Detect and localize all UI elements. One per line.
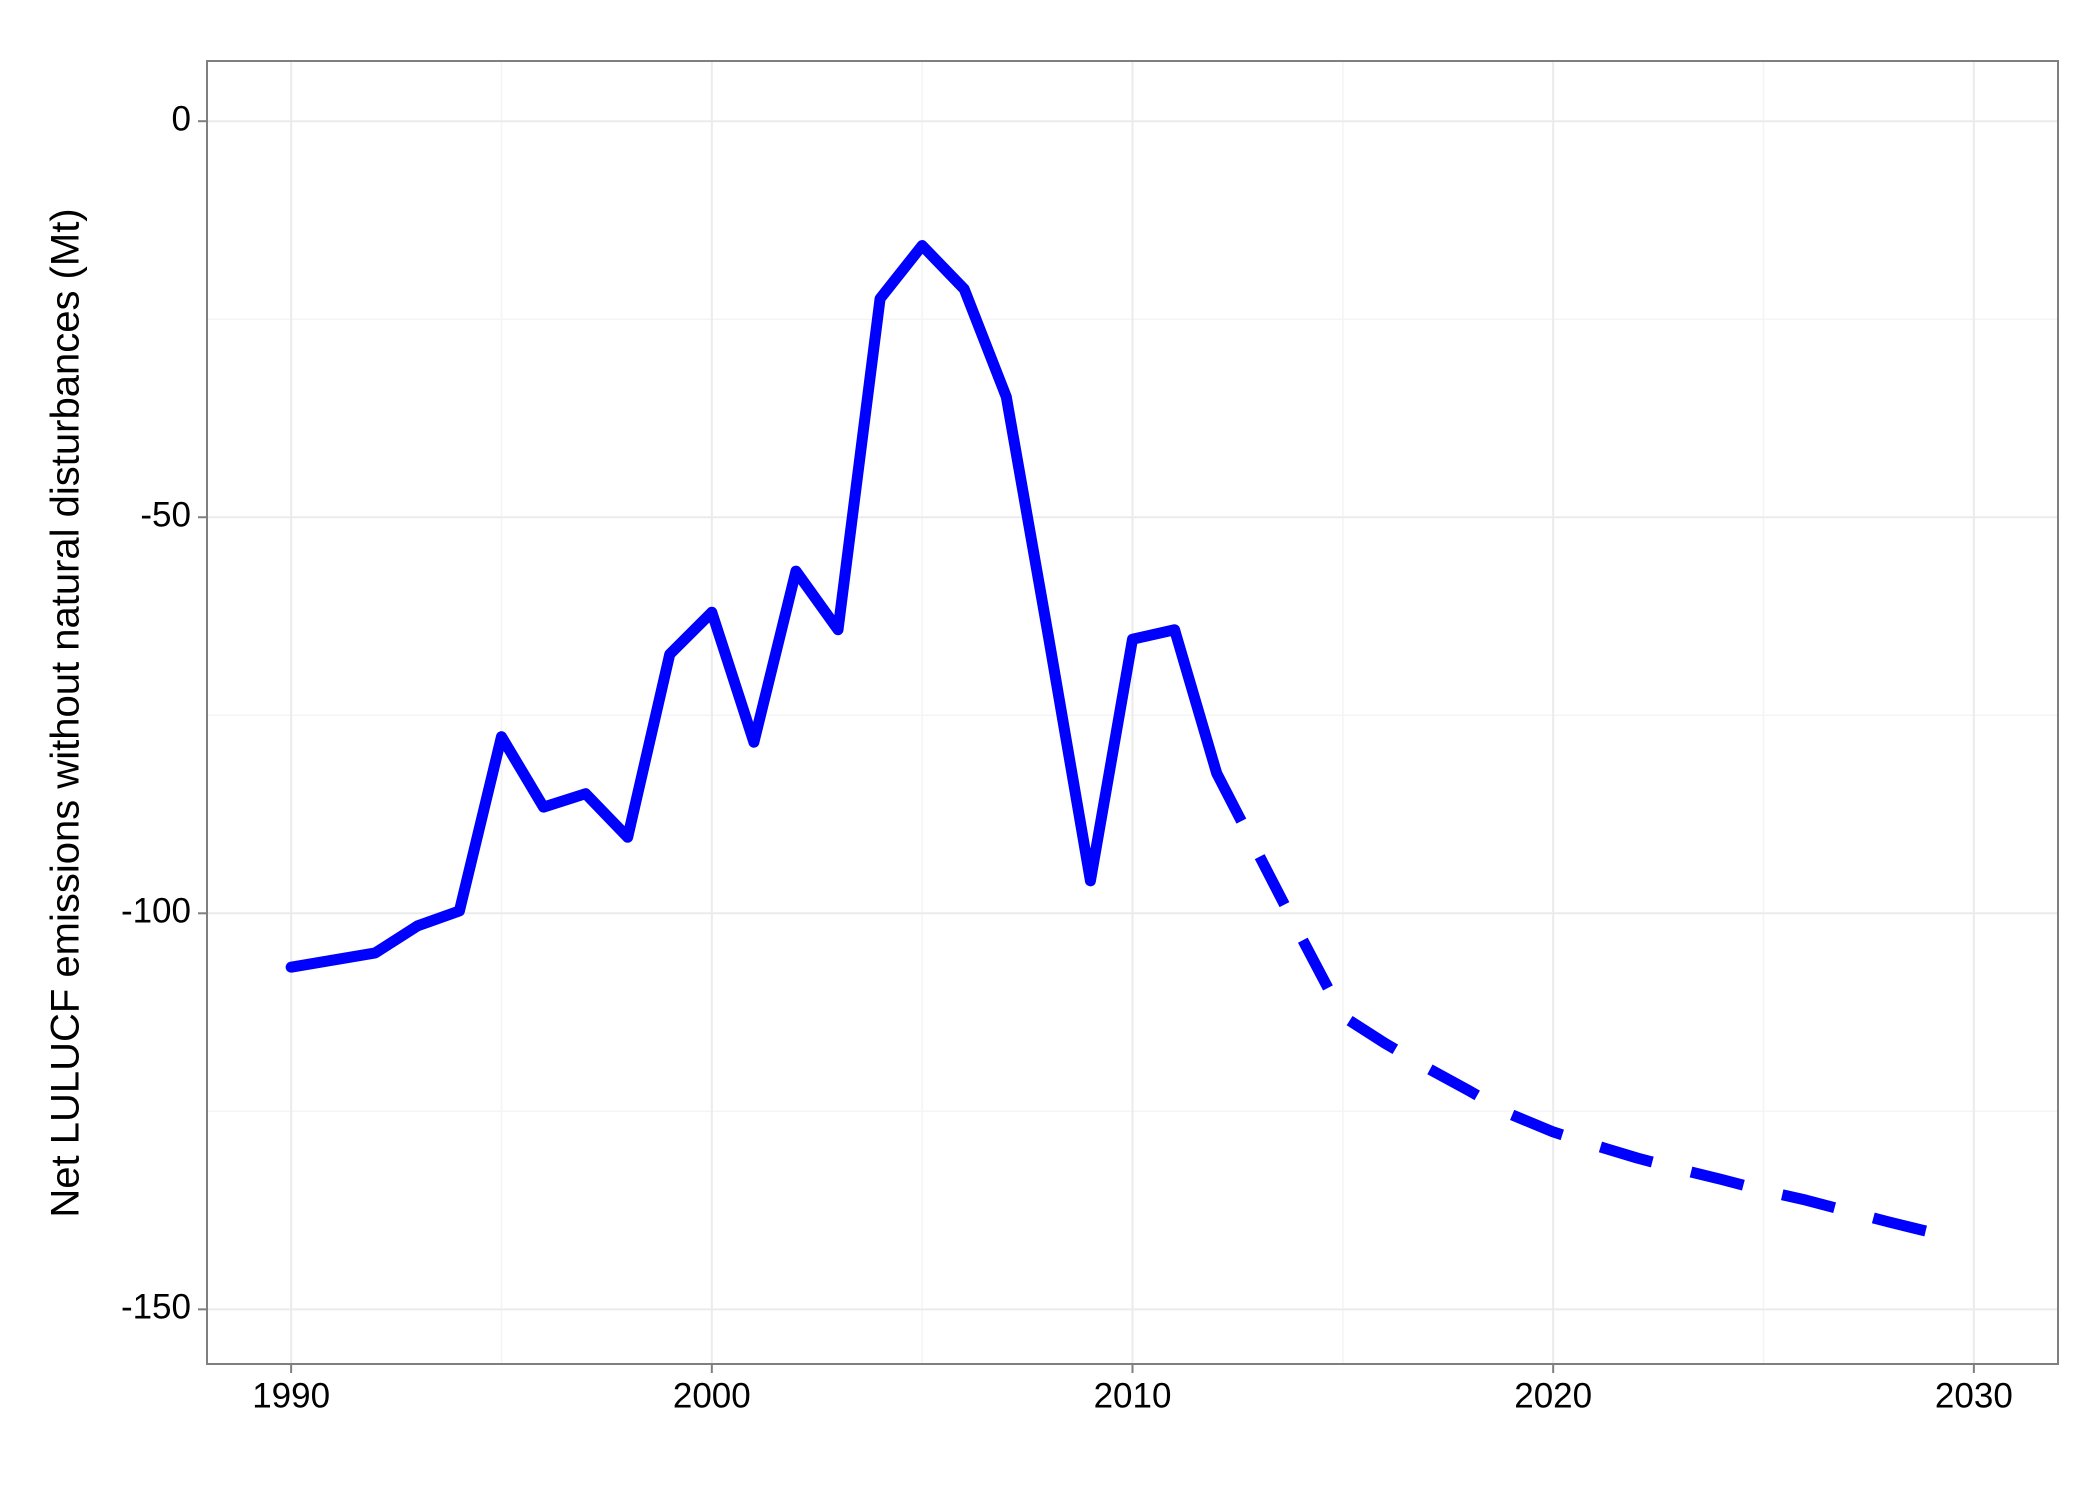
x-tick-label: 2030 bbox=[1935, 1376, 2013, 1415]
plot-border bbox=[206, 60, 2059, 1365]
y-tick-label: -100 bbox=[121, 892, 191, 931]
y-tick-label: 0 bbox=[172, 99, 191, 138]
data-line bbox=[1211, 770, 1934, 1238]
x-tick-label: 2020 bbox=[1514, 1376, 1592, 1415]
data-line bbox=[285, 240, 1223, 973]
x-tick-label: 2000 bbox=[673, 1376, 751, 1415]
x-tick-label: 2010 bbox=[1094, 1376, 1172, 1415]
y-tick-label: -50 bbox=[140, 495, 191, 534]
x-tick-label: 1990 bbox=[252, 1376, 330, 1415]
y-tick-label: -150 bbox=[121, 1288, 191, 1327]
y-axis-title: Net LULUCF emissions without natural dis… bbox=[44, 208, 88, 1217]
